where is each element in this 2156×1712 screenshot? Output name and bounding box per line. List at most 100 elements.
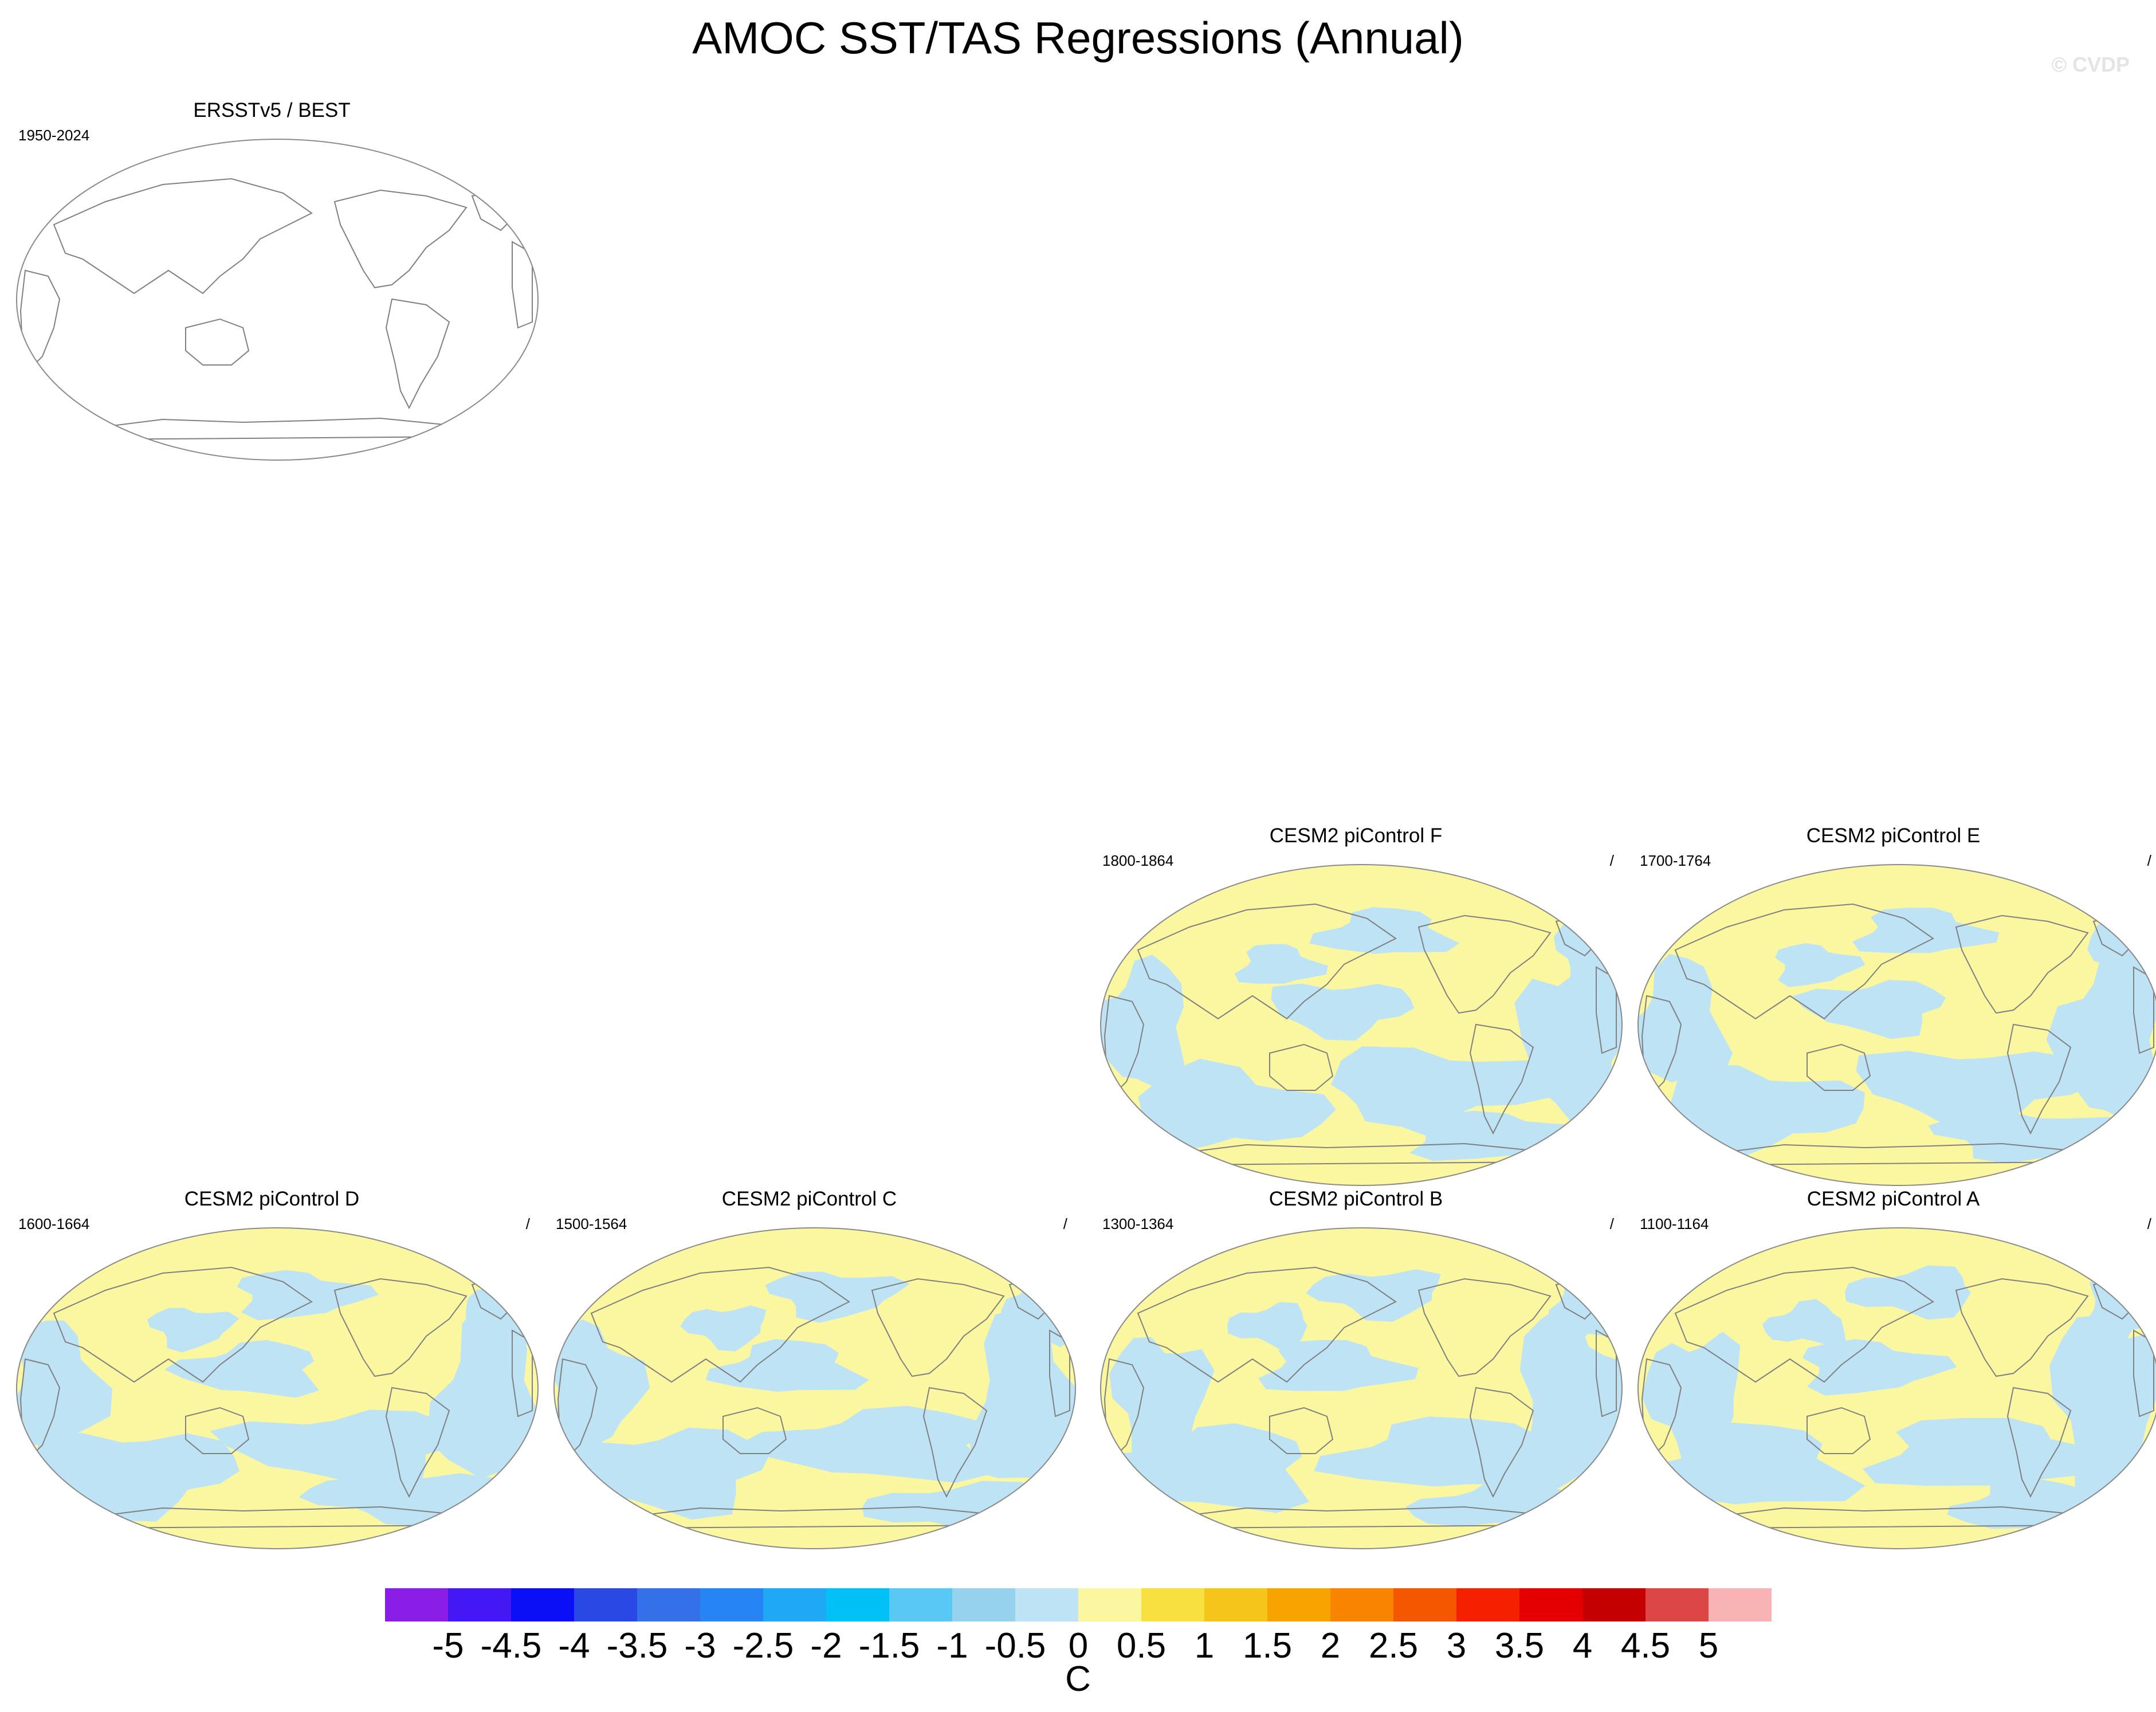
map-projection <box>553 1227 1076 1549</box>
coastline <box>385 298 450 410</box>
colorbar-tick-label: -0.5 <box>984 1626 1046 1666</box>
coastline <box>1469 1387 1534 1498</box>
coastline <box>2006 1023 2072 1135</box>
colorbar-tick-label: 1.5 <box>1242 1626 1293 1666</box>
coastline <box>1103 1358 1145 1458</box>
anomaly-field-negative <box>1775 943 1866 987</box>
colorbar-swatch <box>1015 1588 1078 1621</box>
coastline <box>512 241 533 329</box>
anomaly-field-negative <box>237 1270 379 1321</box>
panel-years: 1800-1864 <box>1102 852 1174 869</box>
figure-title: AMOC SST/TAS Regressions (Annual) <box>692 13 1464 63</box>
panel-years: 1300-1364 <box>1102 1215 1174 1232</box>
colorbar-swatch <box>1141 1588 1204 1621</box>
coastline <box>922 1387 988 1498</box>
coastline <box>185 1407 250 1454</box>
anomaly-field-negative <box>968 1308 1075 1478</box>
watermark: © CVDP <box>2051 53 2130 76</box>
colorbar-swatch <box>511 1588 574 1621</box>
panel-right-label: / <box>1609 852 1614 869</box>
coastline <box>2006 1387 2072 1498</box>
anomaly-field-negative <box>1271 983 1415 1041</box>
colorbar-swatch <box>826 1588 889 1621</box>
panel-right-label: / <box>2147 852 2151 869</box>
anomaly-field-negative <box>705 1339 869 1392</box>
anomaly-field-negative <box>1258 1340 1419 1391</box>
map-border <box>1637 864 2156 1186</box>
anomaly-field-negative <box>680 1305 767 1352</box>
colorbar-tick-label: 4 <box>1572 1626 1593 1666</box>
colorbar-swatch <box>1456 1588 1519 1621</box>
colorbar-tick-label: 3.5 <box>1494 1626 1545 1666</box>
map-panel: CESM2 piControl E 1700-1764 / <box>1628 824 2156 1186</box>
colorbar-swatch <box>1330 1588 1393 1621</box>
colorbar-swatch <box>1267 1588 1330 1621</box>
coastline <box>1103 995 1145 1094</box>
map-projection <box>1100 1227 1623 1549</box>
colorbar-swatch <box>448 1588 511 1621</box>
anomaly-field-negative <box>147 1307 239 1353</box>
anomaly-field-negative <box>1668 1064 1865 1160</box>
map-panel: CESM2 piControl D 1600-1664 / <box>7 1187 539 1549</box>
anomaly-field-negative <box>1852 908 2000 953</box>
colorbar-swatch <box>1646 1588 1709 1621</box>
map-panel: CESM2 piControl A 1100-1164 / <box>1628 1187 2156 1549</box>
anomaly-field-negative <box>1227 1302 1307 1350</box>
coastline <box>871 1278 1005 1377</box>
coastline <box>1469 1023 1534 1135</box>
coastline <box>1955 1278 2089 1377</box>
anomaly-field-negative <box>554 1427 769 1520</box>
coastline <box>19 1358 61 1458</box>
colorbar-tick-label: 1 <box>1194 1626 1215 1666</box>
coastline <box>1674 903 1934 1020</box>
panel-years: 1950-2024 <box>18 127 90 144</box>
colorbar-units: C <box>1065 1659 1091 1699</box>
colorbar-tick-label: 5 <box>1698 1626 1719 1666</box>
colorbar-tick-label: -1.5 <box>858 1626 920 1666</box>
anomaly-field-negative <box>1928 1112 2139 1164</box>
colorbar-swatch <box>1709 1588 1772 1621</box>
map-projection <box>1637 864 2156 1186</box>
coastline <box>53 1266 313 1383</box>
map-panel: CESM2 piControl C 1500-1564 / <box>544 1187 1076 1549</box>
anomaly-field-negative <box>1844 1265 1971 1320</box>
colorbar-tick-label: -3 <box>684 1626 716 1666</box>
colorbar-swatch <box>952 1588 1015 1621</box>
coastline <box>1177 1506 1553 1529</box>
panel-title: CESM2 piControl A <box>1807 1188 1980 1210</box>
panel-right-label: / <box>2147 1215 2151 1232</box>
anomaly-field-negative <box>1519 1307 1622 1495</box>
colorbar-swatch <box>1204 1588 1267 1621</box>
panel-right-label: / <box>525 1215 530 1232</box>
colorbar-swatch <box>1393 1588 1456 1621</box>
map-panel: CESM2 piControl F 1800-1864 / <box>1091 824 1623 1186</box>
colorbar-tick-label: -5 <box>432 1626 464 1666</box>
coastline <box>1137 1266 1397 1383</box>
anomaly-field-negative <box>1101 955 1188 1096</box>
coastline <box>333 189 468 289</box>
map-border <box>1100 1227 1623 1549</box>
coastline <box>1137 903 1397 1020</box>
colorbar-tick-label: 0 <box>1068 1626 1089 1666</box>
coastline <box>385 1387 450 1498</box>
map-projection <box>16 139 539 461</box>
anomaly-field-negative <box>1548 1266 1622 1344</box>
colorbar-tick-label: 0.5 <box>1116 1626 1167 1666</box>
colorbar-swatch <box>889 1588 952 1621</box>
map-projection <box>1100 864 1623 1186</box>
colorbar-swatch <box>1078 1588 1141 1621</box>
colorbar-swatch <box>700 1588 763 1621</box>
colorbar-tick-label: 2.5 <box>1368 1626 1419 1666</box>
map-projection <box>16 1227 539 1549</box>
coastline <box>1674 1266 1934 1383</box>
coastline <box>1807 1407 1871 1454</box>
anomaly-field-negative <box>164 1340 319 1398</box>
map-border <box>553 1227 1076 1549</box>
anomaly-field-negative <box>1234 944 1328 984</box>
panel-right-label: / <box>1609 1215 1614 1232</box>
panel-title: ERSSTv5 / BEST <box>193 99 351 121</box>
coastline <box>333 1278 468 1377</box>
anomaly-field-negative <box>1001 1267 1073 1348</box>
anomaly-field-negative <box>1856 1051 2095 1128</box>
anomaly-field-negative <box>17 1320 113 1445</box>
